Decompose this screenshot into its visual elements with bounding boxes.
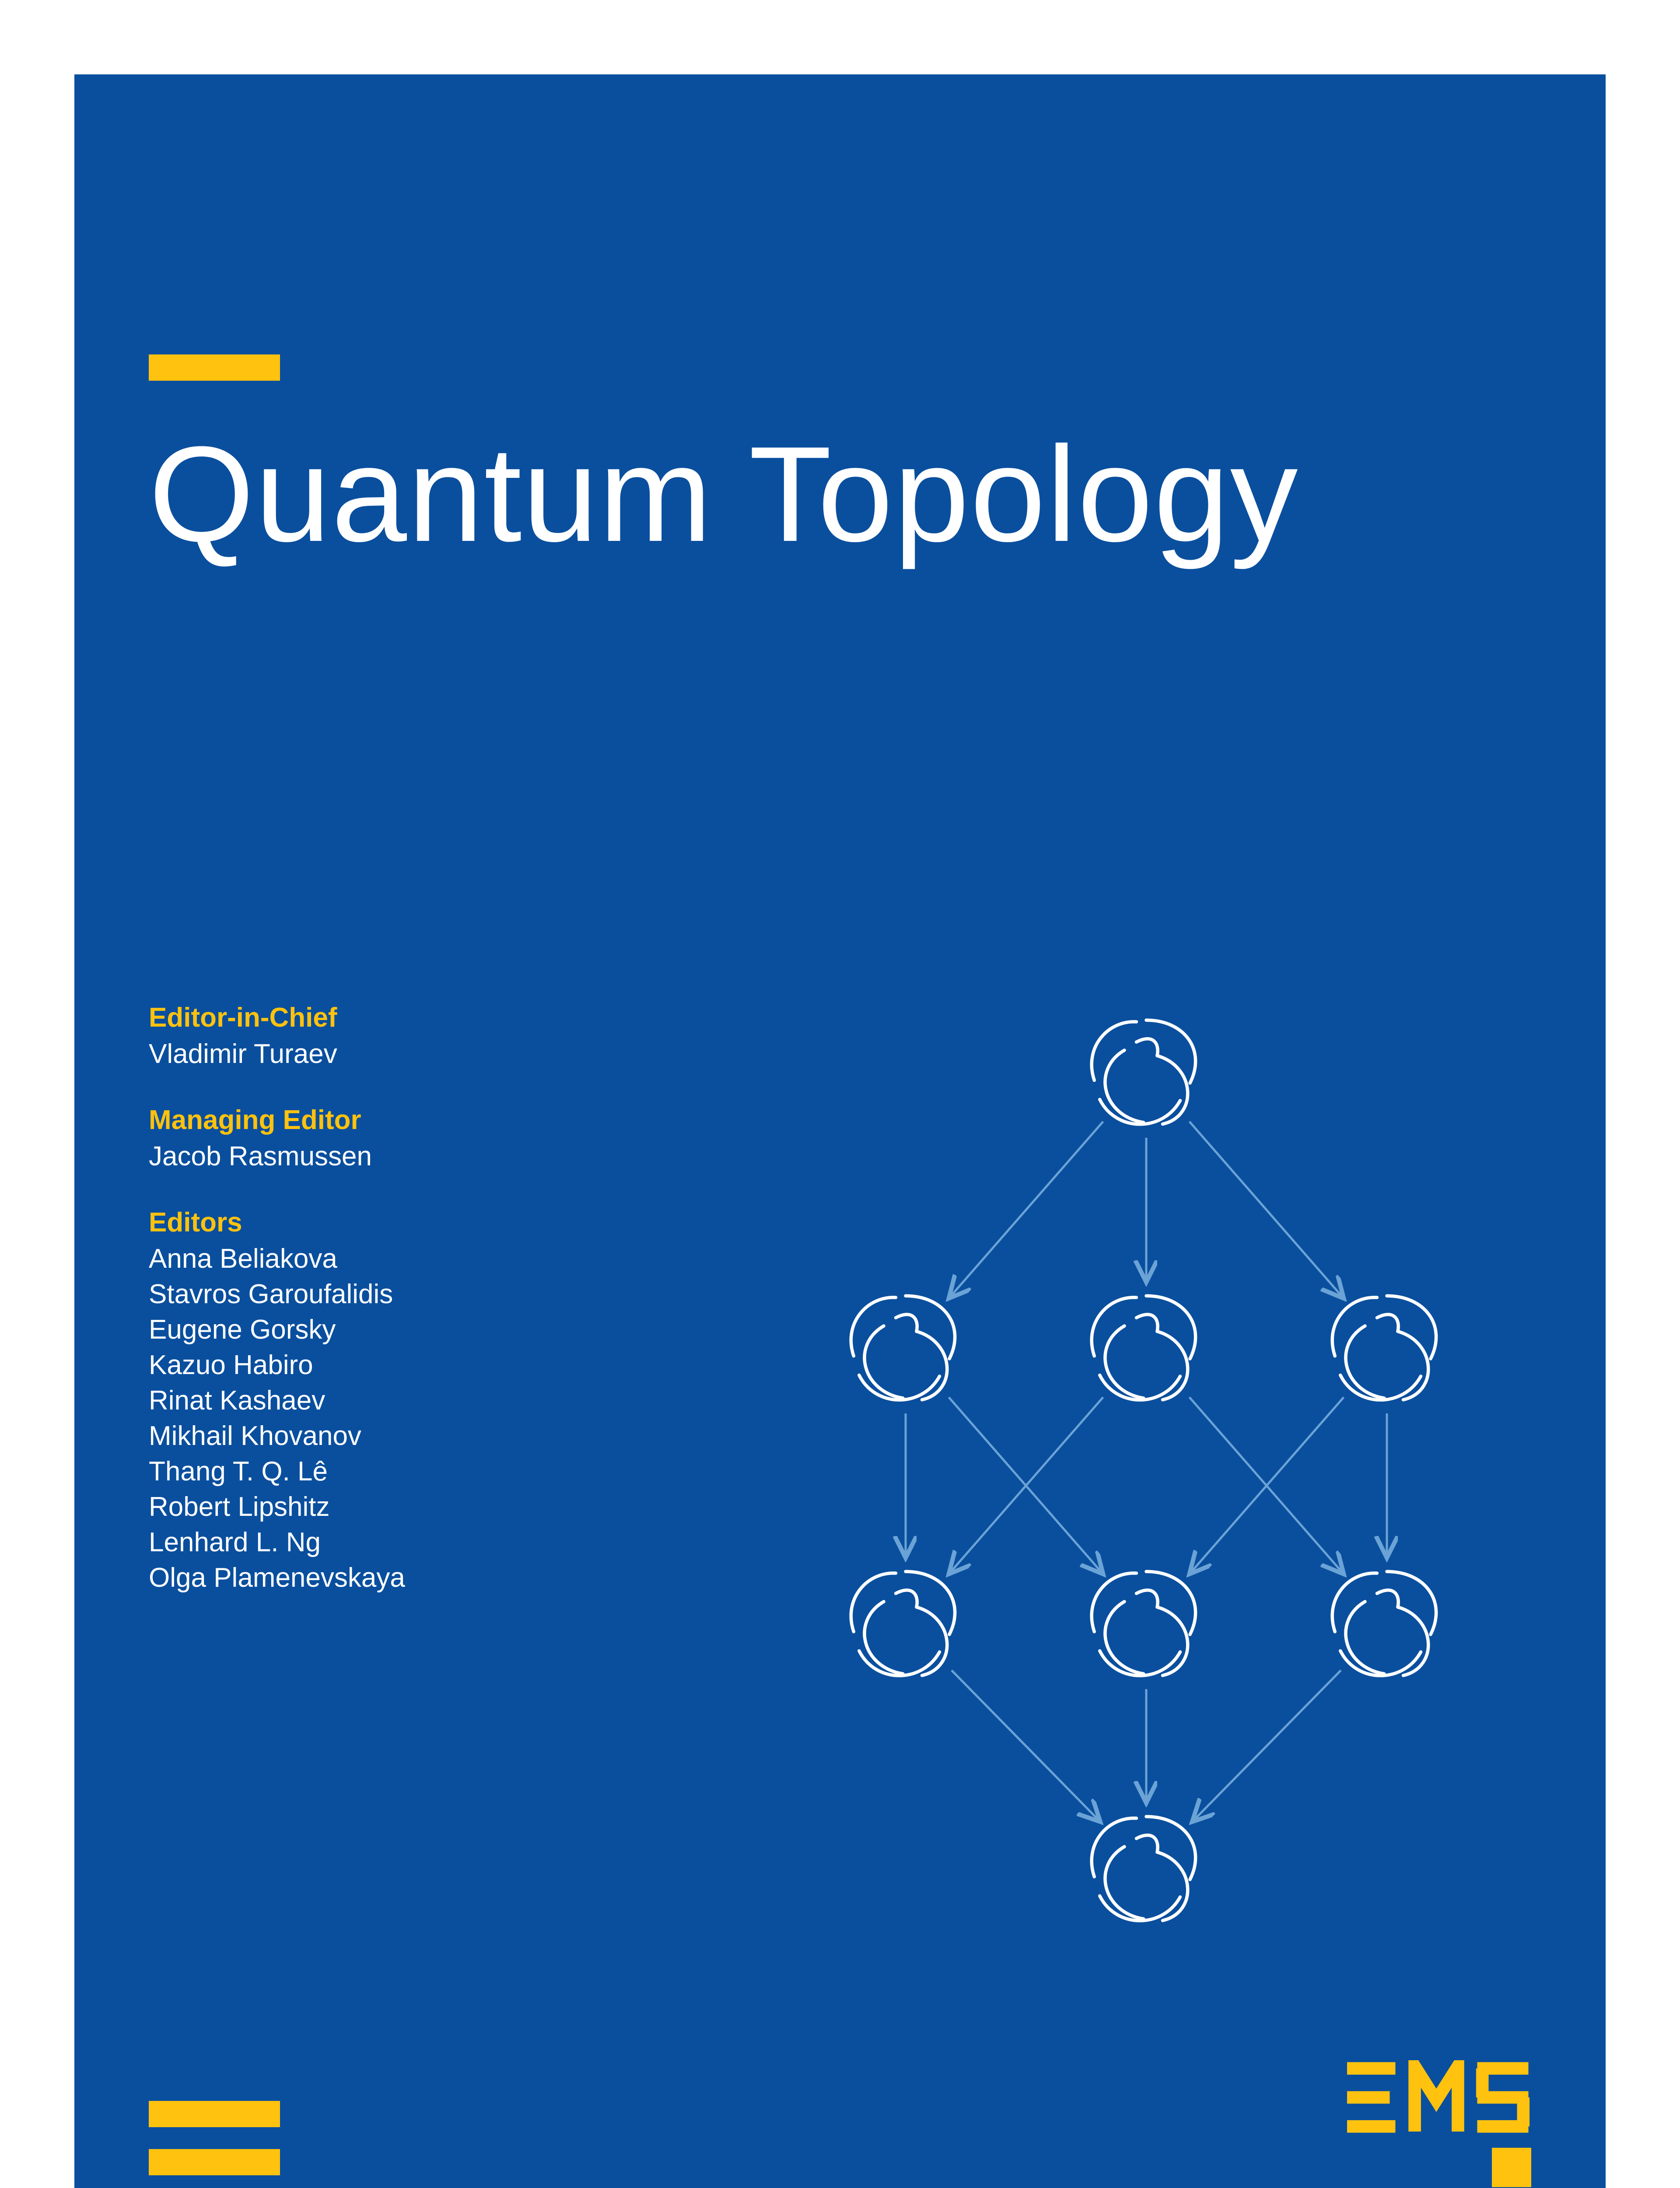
logo-letter-e-icon [1341, 2060, 1398, 2135]
editor-in-chief-name: Vladimir Turaev [149, 1038, 405, 1069]
editor-name: Olga Plamenevskaya [149, 1562, 405, 1593]
knot-diagram [709, 985, 1584, 1947]
logo-press-row [1341, 2148, 1531, 2187]
logo-square-icon [1492, 2148, 1531, 2187]
editor-in-chief-label: Editor-in-Chief [149, 1002, 405, 1033]
editor-name: Lenhard L. Ng [149, 1527, 405, 1558]
accent-bar-top [149, 354, 280, 381]
logo-letter-s-icon [1474, 2060, 1531, 2135]
editor-name: Stavros Garoufalidis [149, 1279, 405, 1310]
editor-name: Eugene Gorsky [149, 1314, 405, 1345]
publisher-logo: PRESS [1341, 2060, 1531, 2188]
editors-label: Editors [149, 1207, 405, 1238]
editor-name: Mikhail Khovanov [149, 1420, 405, 1452]
credits-block: Editor-in-Chief Vladimir Turaev Managing… [149, 1002, 405, 1598]
journal-title: Quantum Topology [149, 416, 1299, 572]
editor-name: Robert Lipshitz [149, 1491, 405, 1522]
ems-logo-letters [1341, 2060, 1531, 2135]
editor-name: Thang T. Q. Lê [149, 1456, 405, 1487]
editor-name: Anna Beliakova [149, 1243, 405, 1274]
logo-letter-m-icon [1408, 2060, 1465, 2135]
accent-bar [149, 2149, 280, 2175]
editors-list: Anna Beliakova Stavros Garoufalidis Euge… [149, 1243, 405, 1593]
accent-bar [149, 2101, 280, 2127]
managing-editor-label: Managing Editor [149, 1105, 405, 1136]
editor-name: Rinat Kashaev [149, 1385, 405, 1416]
editor-name: Kazuo Habiro [149, 1350, 405, 1381]
managing-editor-name: Jacob Rasmussen [149, 1141, 405, 1172]
cover-panel: Quantum Topology Editor-in-Chief Vladimi… [74, 74, 1606, 2188]
accent-bars-bottom [149, 2101, 280, 2188]
